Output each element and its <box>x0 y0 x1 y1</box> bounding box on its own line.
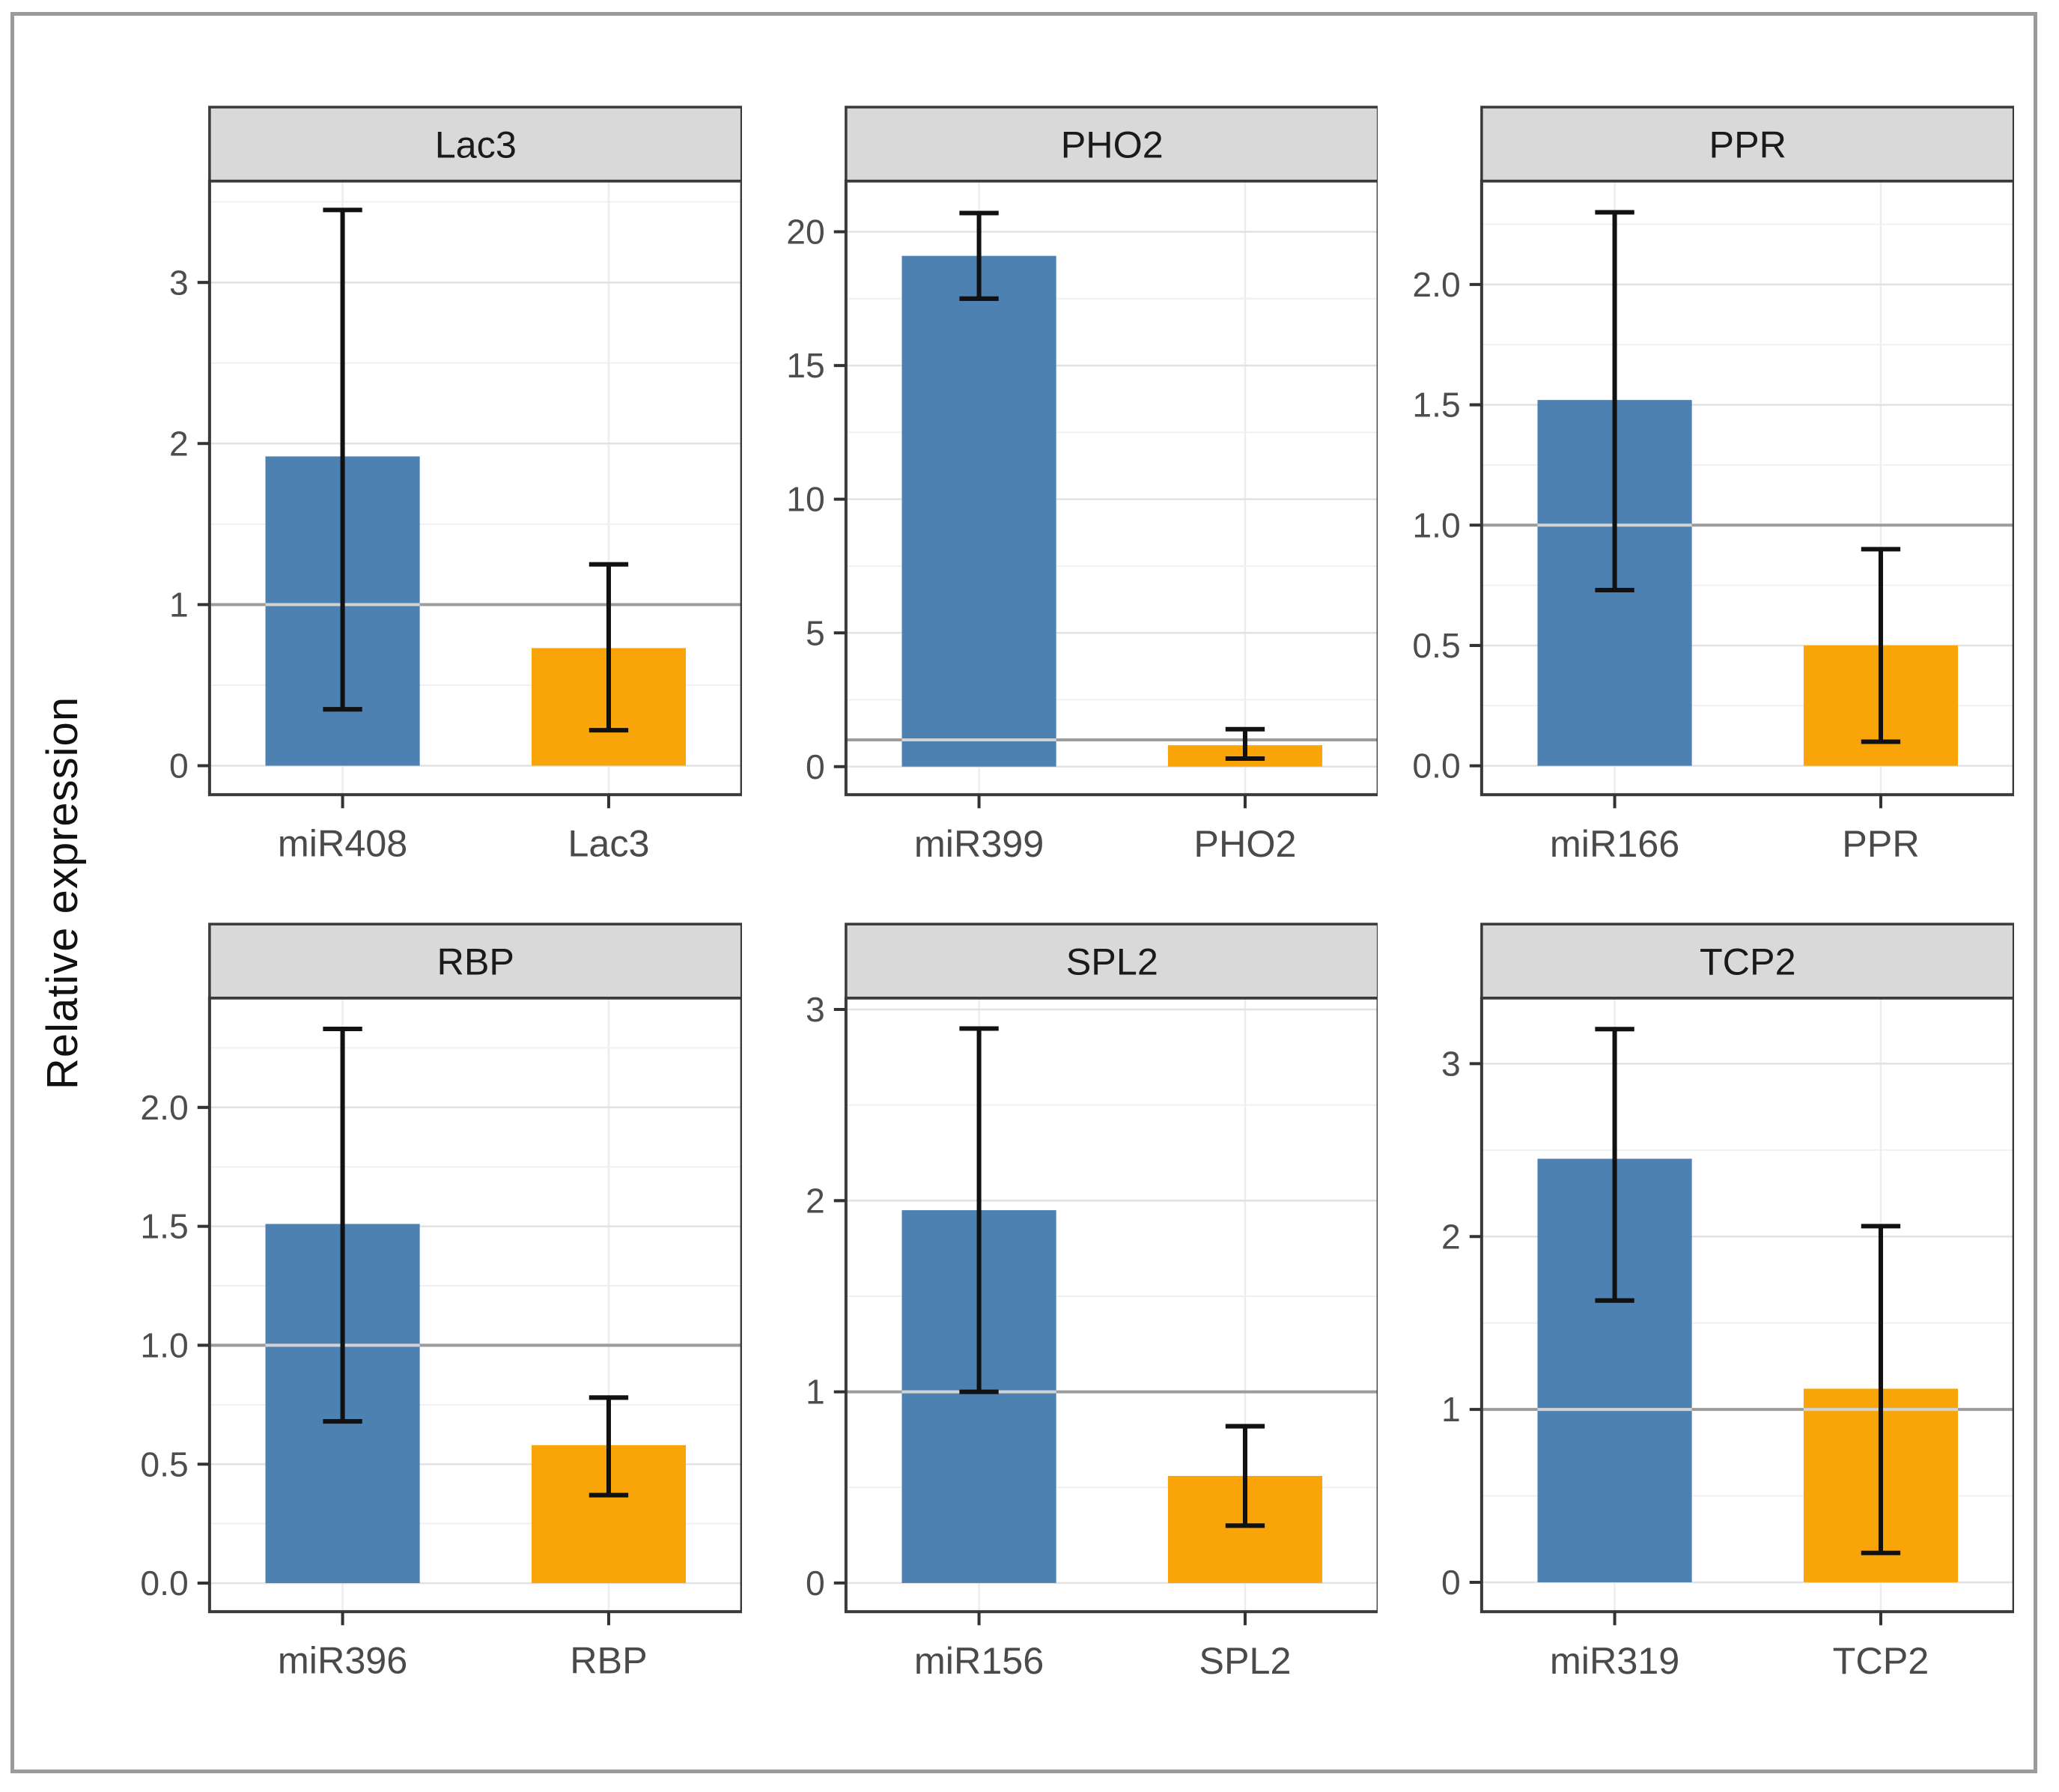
facet-strip-title: RBP <box>437 941 514 983</box>
x-tick-label: miR166 <box>1550 822 1679 865</box>
facet-panel-SPL2: SPL2 0 1 2 3 miR156 SPL2 <box>748 921 1378 1713</box>
figure-frame: Relative expression Lac3 0 1 2 3 miR408 Lac3 PH… <box>10 12 2037 1773</box>
y-tick-label: 0 <box>169 747 189 786</box>
y-tick-label: 2.0 <box>1413 265 1461 304</box>
y-tick-label: 3 <box>806 990 825 1029</box>
x-tick-label: miR156 <box>914 1639 1044 1682</box>
error-bar-PPR <box>1861 547 1901 744</box>
y-tick-label: 20 <box>786 213 825 252</box>
x-tick-label: miR396 <box>278 1639 407 1682</box>
error-bar-miR319 <box>1595 1027 1635 1303</box>
error-bar-Lac3 <box>588 562 629 733</box>
facet-strip-title: Lac3 <box>435 123 517 165</box>
facet-strip <box>208 923 742 1000</box>
error-bar-miR408 <box>323 207 362 712</box>
y-tick-label: 0.0 <box>140 1564 188 1603</box>
error-bar-miR399 <box>959 210 999 301</box>
x-tick-label: Lac3 <box>568 822 649 865</box>
error-bar-SPL2 <box>1225 1424 1265 1528</box>
facet-panel-Lac3: Lac3 0 1 2 3 miR408 Lac3 <box>112 104 742 896</box>
y-tick-label: 1.0 <box>1413 505 1461 544</box>
x-tick-label: miR399 <box>914 822 1044 865</box>
facet-grid: Lac3 0 1 2 3 miR408 Lac3 PHO2 0 5 10 15 20 miR399 PHO2… <box>112 16 2034 1770</box>
y-tick-label: 0.5 <box>1413 626 1461 665</box>
facet-strip-title: PPR <box>1709 123 1786 165</box>
facet-strip <box>844 106 1378 183</box>
y-tick-label: 1.5 <box>140 1207 188 1246</box>
facet-strip <box>208 106 742 183</box>
x-tick-label: TCP2 <box>1833 1639 1929 1682</box>
facet-strip <box>844 923 1378 1000</box>
facet-strip-title: TCP2 <box>1700 941 1796 983</box>
facet-strip-title: SPL2 <box>1065 941 1158 983</box>
error-bar-RBP <box>588 1395 629 1498</box>
facet-strip <box>1480 923 2014 1000</box>
bar-miR399 <box>901 255 1056 767</box>
y-tick-label: 3 <box>1441 1045 1461 1084</box>
y-tick-label: 3 <box>169 263 189 302</box>
facet-strip <box>1480 106 2014 183</box>
x-tick-label: miR408 <box>278 822 407 865</box>
y-axis-title-column: Relative expression <box>14 16 112 1770</box>
error-bar-PHO2 <box>1225 726 1265 762</box>
y-tick-label: 0.0 <box>1413 747 1461 786</box>
x-tick-label: miR319 <box>1550 1639 1679 1682</box>
x-tick-label: PHO2 <box>1193 822 1296 865</box>
y-tick-label: 10 <box>786 480 825 519</box>
y-tick-label: 1 <box>806 1373 825 1412</box>
y-tick-label: 2 <box>1441 1217 1461 1256</box>
facet-panel-PHO2: PHO2 0 5 10 15 20 miR399 PHO2 <box>748 104 1378 896</box>
y-tick-label: 1.5 <box>1413 386 1461 425</box>
error-bar-TCP2 <box>1861 1224 1901 1555</box>
y-tick-label: 1.0 <box>140 1326 188 1365</box>
y-tick-label: 15 <box>786 346 825 385</box>
y-tick-label: 0 <box>806 1564 825 1603</box>
y-tick-label: 2 <box>169 424 189 463</box>
error-bar-miR156 <box>959 1026 999 1394</box>
y-tick-label: 0 <box>806 747 825 786</box>
error-bar-miR166 <box>1595 210 1635 593</box>
facet-panel-RBP: RBP 0.0 0.5 1.0 1.5 2.0 miR396 RBP <box>112 921 742 1713</box>
y-tick-label: 5 <box>806 613 825 652</box>
x-tick-label: PPR <box>1843 822 1920 865</box>
x-tick-label: RBP <box>570 1639 647 1682</box>
y-tick-label: 1 <box>1441 1390 1461 1429</box>
x-tick-label: SPL2 <box>1199 1639 1291 1682</box>
facet-panel-TCP2: TCP2 0 1 2 3 miR319 TCP2 <box>1384 921 2014 1713</box>
y-axis-title: Relative expression <box>38 696 88 1090</box>
facet-strip-title: PHO2 <box>1060 123 1163 165</box>
facet-panel-PPR: PPR 0.0 0.5 1.0 1.5 2.0 miR166 PPR <box>1384 104 2014 896</box>
figure-content: Relative expression Lac3 0 1 2 3 miR408 Lac3 PH… <box>14 16 2034 1770</box>
y-tick-label: 1 <box>169 585 189 624</box>
y-tick-label: 2.0 <box>140 1088 188 1127</box>
error-bar-miR396 <box>323 1027 362 1424</box>
y-tick-label: 0 <box>1441 1563 1461 1602</box>
y-tick-label: 0.5 <box>140 1445 188 1483</box>
y-tick-label: 2 <box>806 1182 825 1221</box>
